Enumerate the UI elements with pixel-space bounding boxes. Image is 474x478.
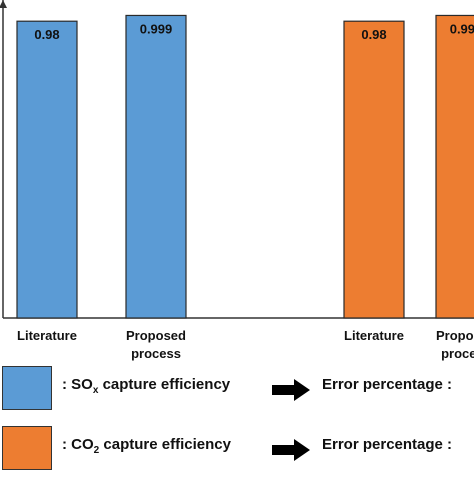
legend-label-co2: : CO2 capture efficiency	[62, 436, 231, 456]
bar-1-0	[343, 20, 405, 319]
legend-label-sox: : SOx capture efficiency	[62, 376, 231, 396]
data-label: 0.98	[34, 27, 59, 42]
legend-row-sox: : SOx capture efficiency Error percentag…	[0, 366, 474, 418]
error-percentage-label: Error percentage :	[322, 436, 453, 453]
category-label: Proposed	[126, 328, 186, 343]
category-label: Literature	[344, 328, 404, 343]
error-percentage-label: Error percentage :	[322, 376, 453, 393]
category-label: process	[131, 346, 181, 361]
data-label: 0.999	[140, 21, 173, 36]
legend-swatch-co2	[2, 426, 52, 470]
legend-row-co2: : CO2 capture efficiency Error percentag…	[0, 426, 474, 478]
bar-0-1	[125, 14, 187, 319]
y-axis-arrow	[0, 0, 7, 8]
legend-swatch-sox	[2, 366, 52, 410]
arrow-right-icon	[272, 379, 310, 401]
category-label: process	[441, 346, 474, 361]
data-label: 0.999	[450, 21, 474, 36]
bar-1-1	[435, 14, 474, 319]
data-label: 0.98	[361, 27, 386, 42]
category-label: Proposed	[436, 328, 474, 343]
bar-0-0	[16, 20, 78, 319]
arrow-right-icon	[272, 439, 310, 461]
bar-chart: 0.98 Literature 0.999 Proposed process 0.98 Li…	[0, 0, 474, 361]
category-label: Literature	[17, 328, 77, 343]
